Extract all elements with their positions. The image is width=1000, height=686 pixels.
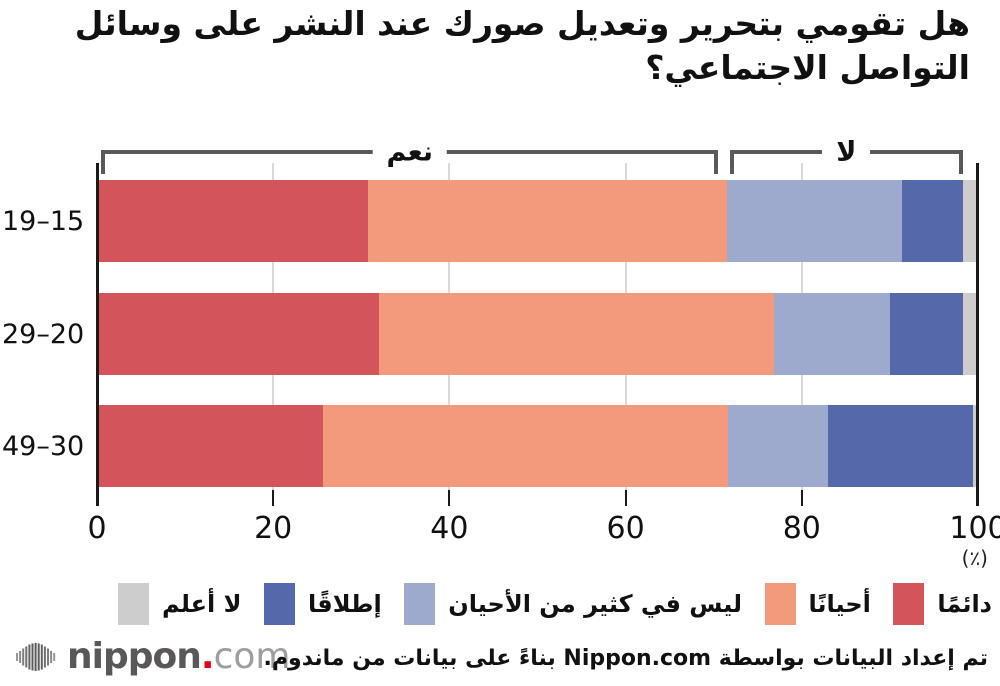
legend-item: دائمًا (893, 583, 992, 625)
bracket-cap-left (101, 150, 106, 174)
legend-item: لا أعلم (118, 583, 241, 625)
logo-tld: com (213, 636, 291, 677)
legend-label: دائمًا (937, 590, 992, 618)
bracket-label: لا (822, 136, 871, 168)
bar-segment (97, 180, 369, 262)
x-axis-tick-label: 80 (782, 511, 821, 546)
bracket-لا: لا (729, 136, 963, 174)
bar-segment (726, 180, 903, 262)
bar-segment (902, 180, 963, 262)
legend-label: أحيانًا (808, 590, 871, 618)
x-axis-unit-label: (٪) (961, 546, 988, 570)
legend: دائمًا أحيانًا ليس في كثير من الأحيان إطلاق… (118, 582, 992, 626)
bracket-cap-right (714, 150, 719, 174)
bar-segment (727, 405, 829, 487)
y-axis-label: 19–15 (2, 205, 85, 237)
logo-wordmark: nippon.com (67, 639, 290, 675)
bracket-cap-left (729, 150, 734, 174)
bar-row-15–19 (97, 180, 978, 262)
attribution-text: تم إعداد البيانات بواسطة Nippon.com بناء… (263, 646, 988, 671)
y-axis-label: 29–20 (2, 318, 85, 350)
bar-segment (97, 293, 379, 375)
legend-swatch (118, 583, 150, 625)
x-axis-tick-label: 20 (254, 511, 293, 546)
bar-segment (972, 405, 978, 487)
axis-tick-20 (272, 490, 275, 506)
bar-segment (828, 405, 973, 487)
axis-tick-60 (624, 490, 627, 506)
legend-item: إطلاقًا (263, 583, 382, 625)
bracket-cap-right (959, 150, 963, 174)
x-axis-tick-label: 40 (430, 511, 469, 546)
bar-segment (963, 293, 978, 375)
chart-title: هل تقومي بتحرير وتعديل صورك عند النشر عل… (74, 4, 970, 88)
axis-tick-40 (448, 490, 451, 506)
legend-item: أحيانًا (764, 583, 871, 625)
plot-area (96, 163, 979, 506)
legend-label: ليس في كثير من الأحيان (448, 590, 743, 618)
logo-dot: . (200, 636, 215, 677)
logo-name: nippon (67, 636, 202, 677)
nippon-logo: nippon.com (14, 638, 290, 676)
bar-segment (97, 405, 323, 487)
legend-swatch (404, 583, 436, 625)
bracket-نعم: نعم (101, 136, 719, 174)
legend-swatch (263, 583, 295, 625)
legend-swatch (764, 583, 796, 625)
bar-segment (773, 293, 890, 375)
bar-segment (963, 180, 978, 262)
legend-swatch (893, 583, 925, 625)
legend-item: ليس في كثير من الأحيان (404, 583, 742, 625)
legend-label: لا أعلم (162, 590, 242, 618)
legend-label: إطلاقًا (307, 590, 382, 618)
bar-row-20–29 (97, 293, 978, 375)
bar-row-30–49 (97, 405, 978, 487)
bar-segment (322, 405, 728, 487)
nippon-logo-bars-icon (16, 643, 56, 671)
bracket-label: نعم (372, 136, 448, 168)
y-axis-label: 49–30 (2, 430, 85, 462)
bar-segment (368, 180, 727, 262)
axis-line-left (96, 163, 99, 506)
x-axis-tick-label: 100 (949, 511, 1000, 546)
bar-segment (378, 293, 774, 375)
x-axis-tick-label: 60 (606, 511, 645, 546)
bar-segment (889, 293, 963, 375)
x-axis-tick-label: 0 (87, 511, 107, 546)
axis-line-right (976, 163, 979, 506)
axis-tick-80 (800, 490, 803, 506)
